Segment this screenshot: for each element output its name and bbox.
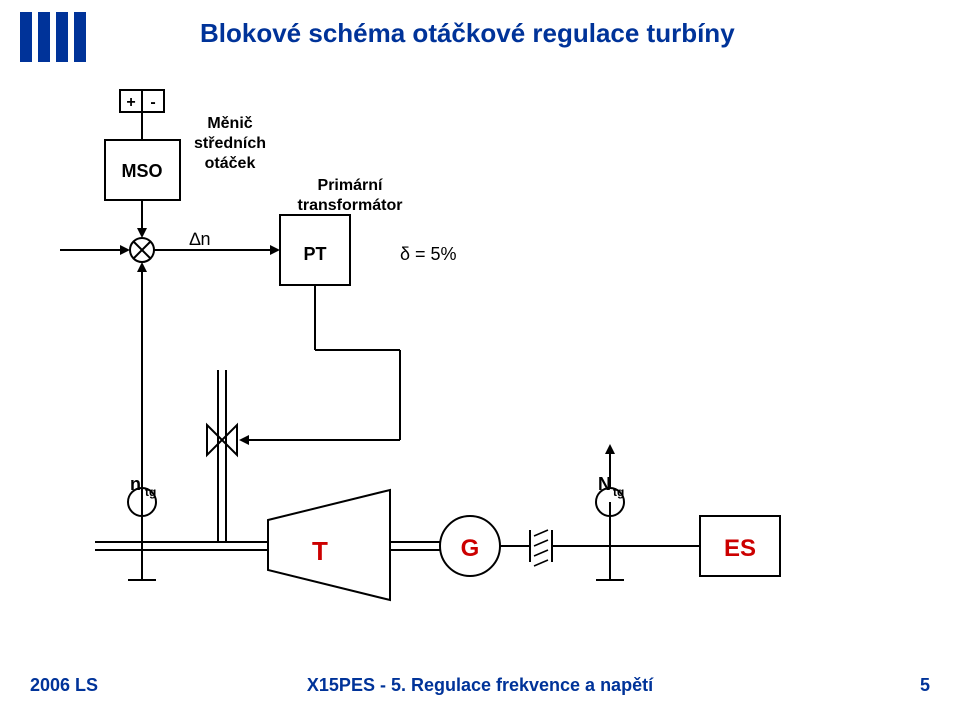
ntg-sub: tg (145, 485, 156, 499)
mso-label: MSO (121, 161, 162, 181)
block-diagram: + - MSO Měnič středních otáček ∆n PT (0, 70, 960, 650)
primarni-line2: transformátor (298, 197, 403, 214)
Ntg-sub: tg (613, 485, 624, 499)
delta-five-label: δ = 5% (400, 244, 457, 264)
footer-right: 5 (920, 675, 930, 696)
Ntg-label: N (598, 474, 611, 494)
primarni-line1: Primární (318, 177, 383, 194)
plus-label: + (126, 94, 135, 111)
menic-line2: středních (194, 135, 266, 152)
generator-label: G (461, 535, 480, 562)
page-title: Blokové schéma otáčkové regulace turbíny (200, 18, 735, 49)
es-label: ES (724, 535, 756, 562)
delta-n-label: ∆n (189, 229, 210, 249)
ntg-label: n (130, 474, 141, 494)
footer-center: X15PES - 5. Regulace frekvence a napětí (0, 675, 960, 696)
logo-bars (20, 12, 86, 62)
menic-line1: Měnič (207, 115, 252, 132)
turbine-label: T (312, 536, 328, 566)
menic-line3: otáček (205, 155, 256, 172)
pt-label: PT (303, 244, 326, 264)
minus-label: - (150, 94, 155, 111)
